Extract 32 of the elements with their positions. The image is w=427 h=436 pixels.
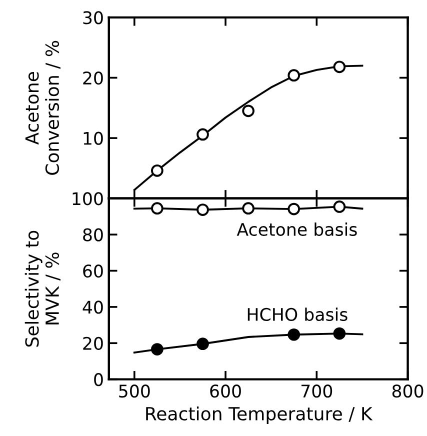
annotation: Acetone basis (236, 222, 357, 236)
x-tick-label: 700 (302, 384, 332, 398)
y-tick-label: 80 (83, 228, 103, 242)
point (288, 328, 300, 341)
y-tick-label: 20 (83, 336, 103, 350)
y-tick-label: 60 (83, 264, 103, 278)
point (151, 202, 164, 215)
x-tick-label: 800 (392, 384, 424, 398)
y-axis-title: Acetone Conversion / % (25, 40, 60, 175)
y-tick-label: 20 (83, 71, 103, 85)
y-tick-label: 0 (94, 373, 103, 386)
point (242, 104, 254, 118)
x-axis-title: Reaction Temperature / K (146, 406, 373, 424)
point (242, 202, 254, 215)
point (151, 343, 164, 356)
point (196, 204, 209, 216)
point (196, 128, 209, 141)
x-tick-label: 600 (210, 384, 241, 398)
point (288, 202, 300, 216)
y-tick-label: 30 (83, 11, 103, 24)
point (333, 200, 346, 213)
annotation: HCHO basis (248, 308, 348, 322)
point (333, 327, 346, 340)
x-tick-label: 500 (119, 384, 150, 398)
y-tick-label: 100 (72, 192, 103, 206)
point (151, 164, 164, 177)
y-axis-title: Selectivity to MVK / % (24, 230, 60, 347)
point (196, 338, 209, 350)
point (288, 69, 300, 82)
point (333, 60, 346, 74)
y-tick-label: 40 (82, 300, 103, 314)
y-tick-label: 10 (84, 132, 103, 145)
